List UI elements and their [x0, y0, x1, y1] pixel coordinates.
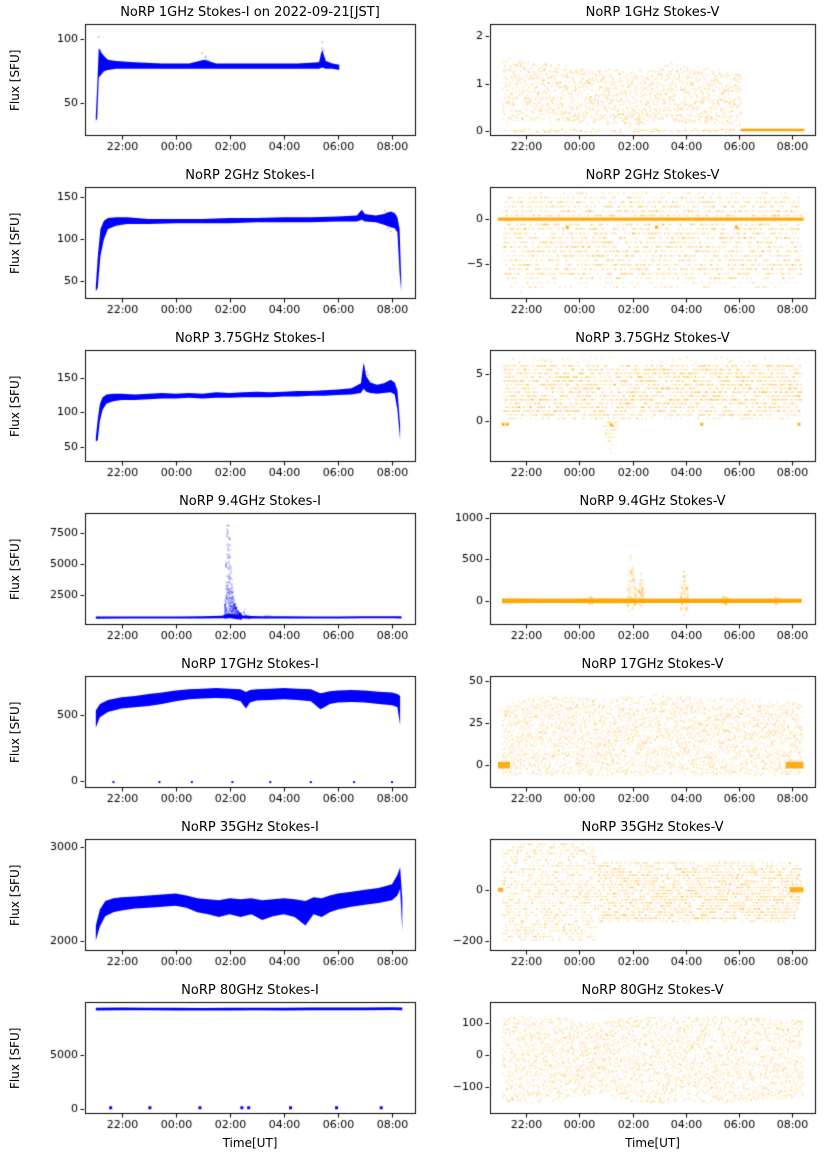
chart-title: NoRP 9.4GHz Stokes-V: [579, 494, 726, 509]
y-axis-label: Flux [SFU]: [8, 1027, 22, 1089]
plot-canvas-1ghz-stokes-i: [0, 0, 445, 163]
y-axis-label: Flux [SFU]: [8, 49, 22, 111]
plot-canvas-1ghz-stokes-v: [445, 0, 827, 163]
subplot-1ghz-stokes-v: NoRP 1GHz Stokes-V: [445, 0, 827, 163]
plot-canvas-3-75ghz-stokes-i: [0, 326, 445, 489]
subplot-17ghz-stokes-v: NoRP 17GHz Stokes-V: [445, 652, 827, 815]
chart-title: NoRP 80GHz Stokes-V: [581, 983, 724, 998]
chart-title: NoRP 9.4GHz Stokes-I: [179, 494, 321, 509]
subplot-35ghz-stokes-v: NoRP 35GHz Stokes-V: [445, 815, 827, 978]
plot-canvas-35ghz-stokes-v: [445, 815, 827, 978]
plot-canvas-80ghz-stokes-v: [445, 978, 827, 1169]
subplot-2ghz-stokes-i: NoRP 2GHz Stokes-I Flux [SFU]: [0, 163, 445, 326]
plot-canvas-17ghz-stokes-v: [445, 652, 827, 815]
subplot-2ghz-stokes-v: NoRP 2GHz Stokes-V: [445, 163, 827, 326]
plot-canvas-9-4ghz-stokes-v: [445, 489, 827, 652]
subplot-80ghz-stokes-v: NoRP 80GHz Stokes-V Time[UT]: [445, 978, 827, 1169]
chart-title: NoRP 2GHz Stokes-I: [185, 168, 315, 183]
chart-title: NoRP 17GHz Stokes-V: [581, 657, 724, 672]
chart-title: NoRP 1GHz Stokes-V: [585, 5, 720, 20]
chart-title: NoRP 35GHz Stokes-I: [181, 820, 319, 835]
plot-canvas-2ghz-stokes-i: [0, 163, 445, 326]
chart-title: NoRP 1GHz Stokes-I on 2022-09-21[JST]: [120, 5, 380, 20]
plot-canvas-17ghz-stokes-i: [0, 652, 445, 815]
subplot-9-4ghz-stokes-v: NoRP 9.4GHz Stokes-V: [445, 489, 827, 652]
plot-canvas-3-75ghz-stokes-v: [445, 326, 827, 489]
subplot-80ghz-stokes-i: NoRP 80GHz Stokes-I Flux [SFU] Time[UT]: [0, 978, 445, 1169]
subplot-3-75ghz-stokes-v: NoRP 3.75GHz Stokes-V: [445, 326, 827, 489]
y-axis-label: Flux [SFU]: [8, 538, 22, 600]
x-axis-label: Time[UT]: [222, 1136, 278, 1150]
chart-title: NoRP 3.75GHz Stokes-V: [575, 331, 730, 346]
y-axis-label: Flux [SFU]: [8, 212, 22, 274]
subplot-35ghz-stokes-i: NoRP 35GHz Stokes-I Flux [SFU]: [0, 815, 445, 978]
subplot-9-4ghz-stokes-i: NoRP 9.4GHz Stokes-I Flux [SFU]: [0, 489, 445, 652]
x-axis-label: Time[UT]: [625, 1136, 680, 1150]
plot-canvas-2ghz-stokes-v: [445, 163, 827, 326]
plot-canvas-80ghz-stokes-i: [0, 978, 445, 1169]
chart-title: NoRP 2GHz Stokes-V: [585, 168, 720, 183]
chart-title: NoRP 17GHz Stokes-I: [181, 657, 319, 672]
chart-title: NoRP 80GHz Stokes-I: [181, 983, 319, 998]
plot-canvas-9-4ghz-stokes-i: [0, 489, 445, 652]
subplot-17ghz-stokes-i: NoRP 17GHz Stokes-I Flux [SFU]: [0, 652, 445, 815]
subplot-3-75ghz-stokes-i: NoRP 3.75GHz Stokes-I Flux [SFU]: [0, 326, 445, 489]
chart-title: NoRP 3.75GHz Stokes-I: [174, 331, 326, 346]
chart-title: NoRP 35GHz Stokes-V: [581, 820, 724, 835]
y-axis-label: Flux [SFU]: [8, 701, 22, 763]
subplot-1ghz-stokes-i: NoRP 1GHz Stokes-I on 2022-09-21[JST] Fl…: [0, 0, 445, 163]
y-axis-label: Flux [SFU]: [8, 864, 22, 926]
y-axis-label: Flux [SFU]: [8, 375, 22, 437]
plot-canvas-35ghz-stokes-i: [0, 815, 445, 978]
